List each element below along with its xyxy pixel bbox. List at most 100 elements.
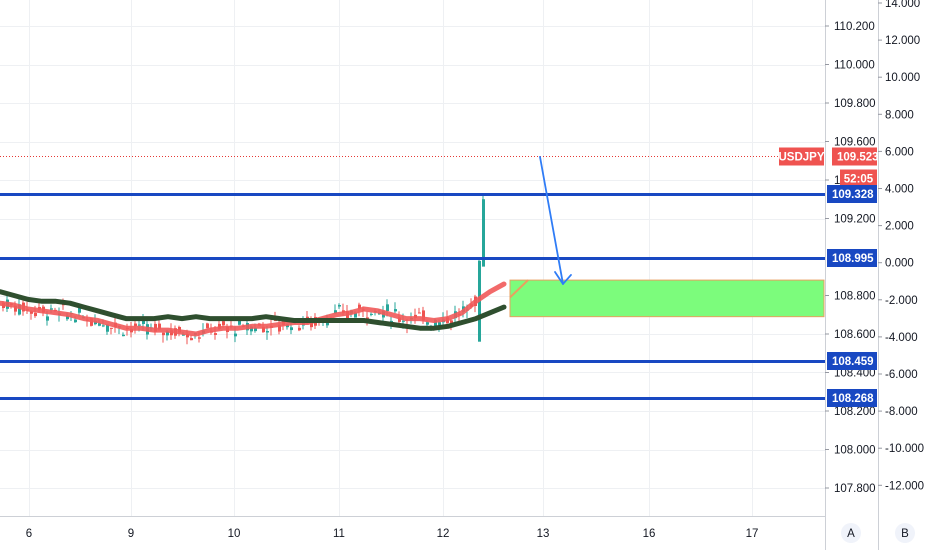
candle-up bbox=[122, 334, 125, 337]
candle-down bbox=[14, 305, 17, 312]
candle-up bbox=[290, 327, 293, 331]
percent-tick-label: -4.000 bbox=[885, 332, 918, 344]
price-tick-label: 110.200 bbox=[834, 21, 875, 33]
candle-up bbox=[354, 312, 357, 318]
time-tick-label: 10 bbox=[228, 528, 241, 540]
candle-up bbox=[334, 310, 337, 314]
price-tick-label: 108.200 bbox=[834, 406, 876, 418]
price-tick-label: 108.600 bbox=[834, 329, 876, 341]
candle-up bbox=[250, 326, 253, 332]
candle-up bbox=[78, 307, 81, 313]
price-badge-bg bbox=[827, 249, 877, 267]
target-zone[interactable] bbox=[509, 279, 825, 318]
price-badge-bg bbox=[827, 389, 877, 407]
price-badge-bg bbox=[827, 352, 877, 370]
percent-tick-label: -10.000 bbox=[885, 443, 924, 455]
candle-up bbox=[370, 313, 373, 315]
percent-tick-label: -12.000 bbox=[885, 480, 924, 492]
candle-up bbox=[46, 316, 49, 321]
scale-button-label: A bbox=[847, 528, 855, 540]
percent-tick-label: 10.000 bbox=[885, 72, 920, 84]
time-tick-label: 16 bbox=[643, 528, 656, 540]
zone-anchor-stroke bbox=[509, 279, 529, 299]
candle-up bbox=[394, 309, 397, 312]
price-tick-label: 107.800 bbox=[834, 483, 876, 495]
candle-up bbox=[426, 322, 429, 325]
candle-down bbox=[278, 325, 281, 332]
candle-up bbox=[238, 319, 241, 325]
candle-up bbox=[50, 308, 53, 310]
time-tick-label: 13 bbox=[537, 528, 550, 540]
candle-down bbox=[222, 321, 225, 326]
price-badge-bg bbox=[832, 147, 877, 166]
projection-arrow-head[interactable] bbox=[554, 271, 572, 285]
candle-up bbox=[138, 324, 141, 326]
candle-down bbox=[358, 304, 361, 309]
candle-down bbox=[110, 327, 113, 329]
time-tick-label: 6 bbox=[26, 528, 32, 540]
projection-arrow-layer[interactable] bbox=[539, 155, 572, 285]
percent-tick-label: -2.000 bbox=[885, 295, 918, 307]
percent-tick-label: 0.000 bbox=[885, 258, 914, 270]
candle-up bbox=[182, 334, 185, 336]
percent-tick-label: 14.000 bbox=[885, 0, 920, 10]
price-tick-label: 110.000 bbox=[834, 60, 875, 72]
time-tick-label: 9 bbox=[128, 528, 134, 540]
price-badges: USDJPY 109.52352:05109.328108.995108.4591… bbox=[778, 147, 879, 407]
time-tick-label: 12 bbox=[437, 528, 450, 540]
price-tick-label: 109.800 bbox=[834, 98, 876, 110]
candle-down bbox=[134, 323, 137, 327]
price-badge-text: 108.268 bbox=[832, 393, 874, 405]
candle-down bbox=[198, 337, 201, 339]
support-resistance-lines[interactable] bbox=[0, 156, 825, 400]
price-badge-text: 109.523 bbox=[837, 152, 879, 164]
candle-down bbox=[422, 310, 425, 321]
candle-up bbox=[142, 318, 145, 324]
candle-up bbox=[402, 320, 405, 322]
percent-tick-label: -6.000 bbox=[885, 369, 918, 381]
candle-up bbox=[482, 199, 485, 267]
projection-arrow-shaft[interactable] bbox=[539, 155, 564, 285]
candle-up bbox=[74, 319, 77, 323]
pane-separators bbox=[0, 0, 879, 550]
slow-moving-average bbox=[0, 289, 507, 331]
candle-down bbox=[206, 323, 209, 328]
scale-button-label: B bbox=[901, 528, 909, 540]
price-badge-text: 109.328 bbox=[832, 189, 874, 201]
price-tick-label: 108.800 bbox=[834, 291, 876, 303]
price-badge-text: 108.459 bbox=[832, 356, 874, 368]
candle-down bbox=[190, 338, 193, 341]
candle-up bbox=[434, 319, 437, 327]
price-badge-bg bbox=[840, 169, 877, 188]
candle-up bbox=[266, 331, 269, 333]
candle-up bbox=[66, 315, 69, 320]
scale-button-b[interactable] bbox=[895, 523, 915, 543]
candle-down bbox=[34, 312, 37, 317]
scale-button-a[interactable] bbox=[841, 523, 861, 543]
percent-tick-label: -8.000 bbox=[885, 406, 918, 418]
candle-up bbox=[166, 331, 169, 336]
fast-moving-average bbox=[0, 281, 507, 337]
price-tick-label: 108.400 bbox=[834, 368, 876, 380]
candle-up bbox=[386, 304, 389, 312]
price-badge-text: 108.995 bbox=[832, 253, 874, 265]
moving-averages bbox=[0, 281, 507, 337]
price-badge-bg bbox=[827, 185, 877, 203]
candle-up bbox=[338, 305, 341, 307]
candle-down bbox=[158, 323, 161, 330]
percent-tick-label: 12.000 bbox=[885, 35, 920, 47]
price-tick-label: 109.600 bbox=[834, 137, 876, 149]
target-zone-layer[interactable] bbox=[509, 279, 825, 318]
time-tick-label: 17 bbox=[746, 528, 759, 540]
candle-up bbox=[234, 333, 237, 337]
time-axis[interactable]: 6 9 10 11 12 13 16 17 bbox=[26, 528, 759, 540]
candle-up bbox=[254, 327, 257, 332]
candle-down bbox=[418, 312, 421, 314]
percent-axis[interactable]: 14.000 12.000 10.000 8.000 6.000 4.000 2.000 0.… bbox=[878, 0, 924, 492]
time-tick-label: 11 bbox=[333, 528, 345, 540]
candle-down bbox=[214, 333, 217, 335]
